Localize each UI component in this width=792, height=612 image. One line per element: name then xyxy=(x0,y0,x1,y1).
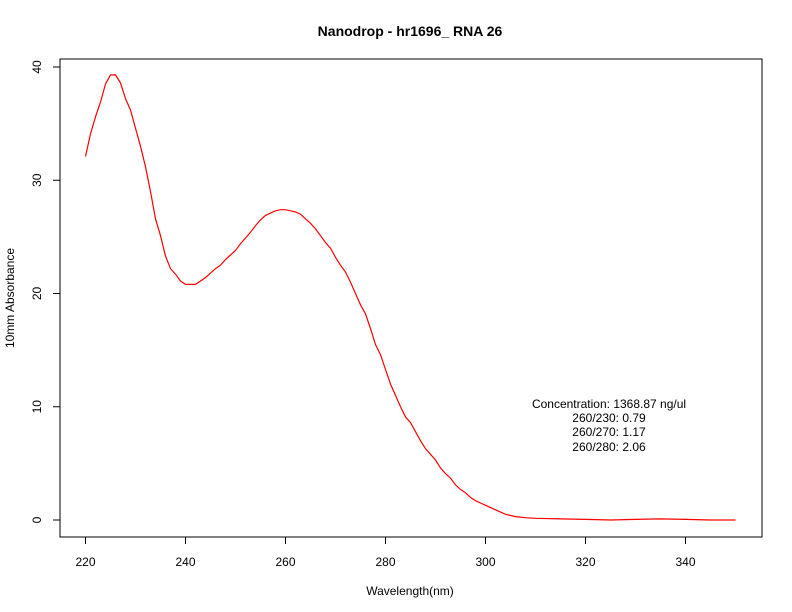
annotation-block: Concentration: 1368.87 ng/ul 260/230: 0.… xyxy=(532,397,686,454)
x-tick-label: 220 xyxy=(75,555,95,569)
x-axis: 220 240 260 280 300 320 340 xyxy=(75,537,696,569)
x-tick-label: 240 xyxy=(175,555,195,569)
annotation-260-270: 260/270: 1.17 xyxy=(572,425,646,439)
y-tick-label: 10 xyxy=(30,400,44,414)
annotation-260-230: 260/230: 0.79 xyxy=(572,411,646,425)
y-tick-label: 30 xyxy=(30,173,44,187)
x-tick-label: 300 xyxy=(475,555,495,569)
y-tick-label: 0 xyxy=(30,516,44,523)
absorbance-series-line xyxy=(84,74,736,521)
annotation-260-280: 260/280: 2.06 xyxy=(572,440,646,454)
x-axis-label: Wavelength(nm) xyxy=(366,584,454,598)
chart-title: Nanodrop - hr1696_ RNA 26 xyxy=(318,23,503,39)
annotation-concentration: Concentration: 1368.87 ng/ul xyxy=(532,397,686,411)
y-axis: 0 10 20 30 40 xyxy=(30,60,60,523)
x-tick-label: 280 xyxy=(375,555,395,569)
y-tick-label: 40 xyxy=(30,60,44,74)
x-tick-label: 260 xyxy=(275,555,295,569)
y-axis-label: 10mm Absorbance xyxy=(3,248,17,348)
x-tick-label: 340 xyxy=(675,555,695,569)
x-tick-label: 320 xyxy=(575,555,595,569)
y-tick-label: 20 xyxy=(30,287,44,301)
plot-frame xyxy=(59,58,763,538)
